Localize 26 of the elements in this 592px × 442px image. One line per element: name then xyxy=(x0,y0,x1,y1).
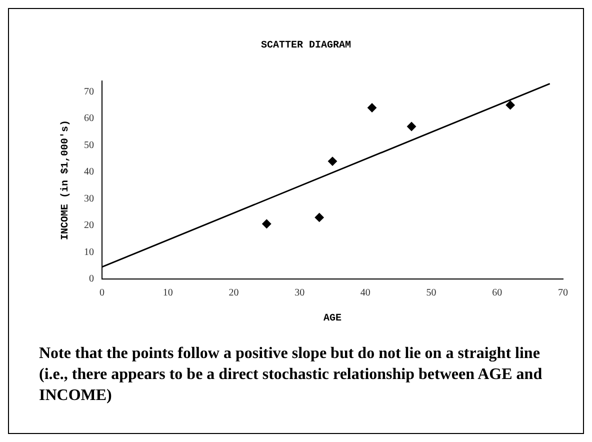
text: Note that the points follow a positive slope but do not lie on a straight line (i.e., there appears to be a direct stochastic relationship between AGE and INCOME) xyxy=(39,344,544,406)
y-tick-label: 10 xyxy=(84,246,94,258)
x-tick-label: 40 xyxy=(360,288,370,299)
x-tick-label: 30 xyxy=(294,288,305,299)
point xyxy=(328,156,337,166)
y-tick-label: 20 xyxy=(84,220,94,232)
y-axis-title: INCOME (in $1,000's) xyxy=(60,120,72,240)
point xyxy=(407,122,416,131)
x-tick-label: 70 xyxy=(558,288,568,299)
y-tick-label: 60 xyxy=(84,113,94,124)
x-tick-label: 10 xyxy=(162,288,173,299)
point xyxy=(262,219,272,228)
y-tick-label: 0 xyxy=(89,274,94,285)
point xyxy=(506,100,515,110)
x-tick-label: 0 xyxy=(100,288,104,299)
x-tick-label: 60 xyxy=(492,288,502,299)
x-tick-label: 50 xyxy=(426,288,436,299)
y-tick-label: 30 xyxy=(84,193,94,204)
point xyxy=(314,212,324,222)
y-tick-label: 50 xyxy=(84,140,94,151)
point xyxy=(368,103,377,112)
chart-title: SCATTER DIAGRAM xyxy=(260,40,352,52)
y-tick-label: 70 xyxy=(84,86,94,98)
x-axis-title: AGE xyxy=(323,314,342,325)
x-tick-label: 20 xyxy=(228,288,239,299)
y-tick-label: 40 xyxy=(84,166,94,178)
